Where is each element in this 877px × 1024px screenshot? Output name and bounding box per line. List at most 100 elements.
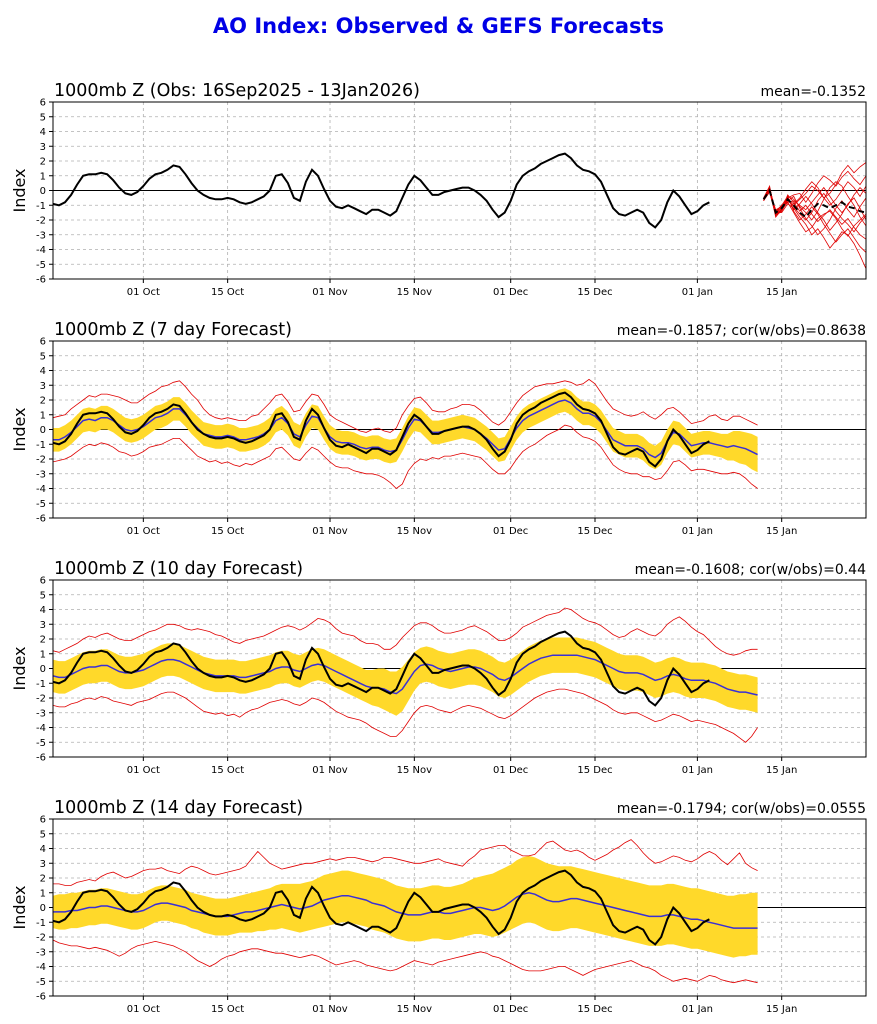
page-title: AO Index: Observed & GEFS Forecasts xyxy=(212,14,665,38)
y-tick-label: 2 xyxy=(40,157,46,168)
y-tick-label: 2 xyxy=(40,874,46,885)
panel-stat: mean=-0.1608; cor(w/obs)=0.44 xyxy=(635,562,866,578)
y-tick-label: -5 xyxy=(36,499,46,510)
ensemble-member-line xyxy=(763,186,866,236)
chart-10day-panel: -6 -5 -4 -3 -2 -1 0 1 2 3 4 5 6 01 Oct 15 Oct 01 Nov 15 … xyxy=(10,559,867,776)
plot-frame xyxy=(52,818,867,997)
ensemble-member-line xyxy=(763,186,866,269)
ensemble-member-line xyxy=(763,181,866,217)
y-tick-label: 6 xyxy=(40,815,46,826)
panel-stat: mean=-0.1352 xyxy=(761,84,866,100)
plot-frame xyxy=(52,101,867,280)
y-tick-label: 0 xyxy=(40,903,46,914)
x-tick-label: 01 Nov xyxy=(312,765,348,776)
x-tick-label: 15 Dec xyxy=(577,1004,612,1015)
x-tick-label: 01 Dec xyxy=(493,526,528,537)
x-tick-label: 15 Dec xyxy=(577,287,612,298)
y-tick-label: 4 xyxy=(40,127,46,138)
y-tick-label: 2 xyxy=(40,635,46,646)
panel-stat: mean=-0.1857; cor(w/obs)=0.8638 xyxy=(617,323,866,339)
x-tick-label: 01 Oct xyxy=(127,1004,160,1015)
x-tick-label: 01 Jan xyxy=(682,287,713,298)
y-tick-label: 4 xyxy=(40,366,46,377)
y-tick-label: 2 xyxy=(40,396,46,407)
y-tick-label: -4 xyxy=(36,962,46,973)
ensemble-member-line xyxy=(763,181,866,227)
x-tick-label: 01 Dec xyxy=(493,765,528,776)
x-tick-label: 01 Jan xyxy=(682,526,713,537)
forecast-mean-line xyxy=(762,188,866,219)
y-tick-label: -6 xyxy=(36,514,46,525)
plot-frame xyxy=(52,579,867,758)
y-tick-label: -3 xyxy=(36,230,46,241)
forecast-mean-line xyxy=(53,399,758,459)
y-tick-label: 6 xyxy=(40,337,46,348)
y-tick-label: 6 xyxy=(40,576,46,587)
x-tick-label: 15 Oct xyxy=(211,526,244,537)
observed-line xyxy=(53,630,710,707)
y-tick-label: 1 xyxy=(40,888,46,899)
y-axis-label: Index xyxy=(10,646,29,690)
y-tick-label: -1 xyxy=(36,440,46,451)
x-tick-label: 15 Nov xyxy=(397,1004,433,1015)
x-tick-label: 01 Oct xyxy=(127,765,160,776)
y-tick-label: 4 xyxy=(40,844,46,855)
y-tick-label: 5 xyxy=(40,112,46,123)
y-tick-label: -2 xyxy=(36,933,46,944)
y-axis-label: Index xyxy=(10,407,29,451)
ensemble-member-line xyxy=(763,162,866,211)
y-tick-label: -2 xyxy=(36,455,46,466)
ensemble-member-line xyxy=(763,186,866,215)
x-tick-label: 15 Nov xyxy=(397,287,433,298)
x-tick-label: 15 Nov xyxy=(397,526,433,537)
x-tick-label: 15 Dec xyxy=(577,526,612,537)
x-tick-label: 01 Nov xyxy=(312,526,348,537)
y-tick-label: -4 xyxy=(36,484,46,495)
panel-title: 1000mb Z (7 day Forecast) xyxy=(54,320,292,340)
x-tick-label: 15 Jan xyxy=(766,765,797,776)
y-tick-label: 3 xyxy=(40,620,46,631)
y-tick-label: 3 xyxy=(40,381,46,392)
x-tick-label: 15 Jan xyxy=(766,526,797,537)
x-tick-label: 01 Nov xyxy=(312,1004,348,1015)
plot-area xyxy=(53,378,758,490)
y-tick-label: -3 xyxy=(36,947,46,958)
x-tick-label: 15 Oct xyxy=(211,1004,244,1015)
x-tick-label: 01 Oct xyxy=(127,287,160,298)
plot-area xyxy=(53,607,758,743)
x-tick-label: 15 Oct xyxy=(211,287,244,298)
member-max-line xyxy=(53,378,758,433)
y-axis-label: Index xyxy=(10,168,29,212)
ensemble-member-line xyxy=(763,187,866,231)
observed-line xyxy=(53,391,710,468)
member-min-line xyxy=(53,688,758,743)
y-tick-label: 1 xyxy=(40,410,46,421)
y-tick-label: 4 xyxy=(40,605,46,616)
panel-stat: mean=-0.1794; cor(w/obs)=0.0555 xyxy=(617,801,866,817)
panel-title: 1000mb Z (10 day Forecast) xyxy=(54,559,303,579)
chart-observed-panel: -6 -5 -4 -3 -2 -1 0 1 2 3 4 5 6 01 Oct 15 Oct 01 Nov 15 … xyxy=(10,81,867,298)
x-tick-label: 01 Dec xyxy=(493,287,528,298)
plot-frame xyxy=(52,340,867,519)
member-max-line xyxy=(53,607,758,656)
observed-line xyxy=(53,869,710,946)
y-tick-label: -6 xyxy=(36,992,46,1003)
y-tick-label: 3 xyxy=(40,142,46,153)
y-axis-label: Index xyxy=(10,885,29,929)
y-tick-label: 1 xyxy=(40,649,46,660)
y-tick-label: -5 xyxy=(36,738,46,749)
member-min-line xyxy=(53,424,758,490)
y-tick-label: 3 xyxy=(40,859,46,870)
observed-line xyxy=(53,152,710,229)
ensemble-member-line xyxy=(763,189,866,253)
forecast-mean-line xyxy=(53,892,758,929)
chart-14day-panel: -6 -5 -4 -3 -2 -1 0 1 2 3 4 5 6 01 Oct 15 Oct 01 Nov 15 … xyxy=(10,798,867,1015)
y-tick-label: 5 xyxy=(40,829,46,840)
y-tick-label: -6 xyxy=(36,753,46,764)
plot-area xyxy=(53,152,866,269)
panel-title: 1000mb Z (Obs: 16Sep2025 - 13Jan2026) xyxy=(54,81,420,101)
member-min-line xyxy=(53,939,758,984)
x-tick-label: 01 Dec xyxy=(493,1004,528,1015)
x-tick-label: 15 Jan xyxy=(766,1004,797,1015)
